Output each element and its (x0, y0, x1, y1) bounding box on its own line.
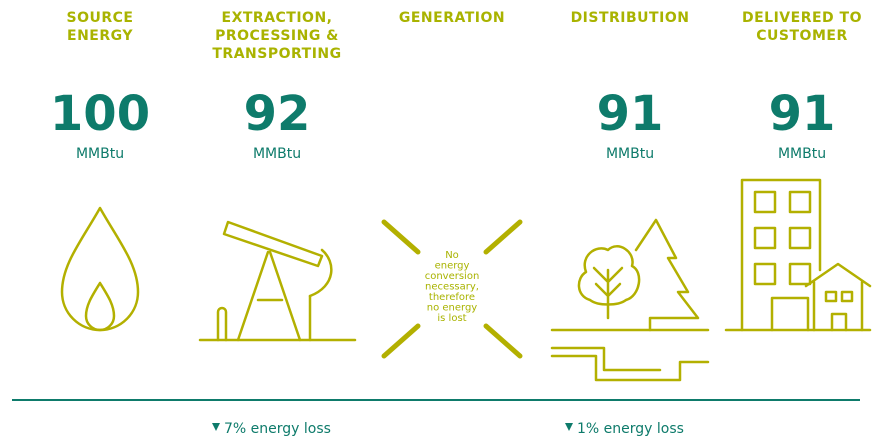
stage-title: EXTRACTION, (222, 10, 333, 26)
down-arrow (212, 423, 220, 431)
stage-title: DELIVERED TO (742, 10, 862, 26)
stage-note: necessary, (425, 282, 479, 293)
stage-unit: MMBtu (253, 146, 301, 162)
stage-unit: MMBtu (76, 146, 124, 162)
stage-note: is lost (437, 313, 466, 324)
stage-title: GENERATION (399, 10, 505, 26)
stage-note: energy (435, 261, 470, 272)
stage-title: CUSTOMER (756, 28, 847, 44)
no-loss-icon (381, 219, 523, 359)
stage-value: 91 (597, 86, 664, 142)
stage-title: PROCESSING & (215, 28, 339, 44)
stage-title: TRANSPORTING (212, 46, 341, 62)
stage-title: SOURCE (67, 10, 134, 26)
buildings-icon (724, 178, 872, 332)
stage-unit: MMBtu (778, 146, 826, 162)
stage-value: 91 (769, 86, 836, 142)
stage-value: 100 (50, 86, 150, 142)
stage-note: conversion (425, 271, 480, 282)
flame-icon (60, 206, 140, 332)
landscape-icon (550, 218, 710, 382)
stage-title: ENERGY (67, 28, 133, 44)
stage-unit: MMBtu (606, 146, 654, 162)
stage-note: no energy (427, 303, 478, 314)
loss-label: 7% energy loss (224, 421, 331, 437)
loss-label: 1% energy loss (577, 421, 684, 437)
stage-note: therefore (429, 292, 475, 303)
pump-jack-icon (198, 220, 357, 342)
down-arrow (565, 423, 573, 431)
stage-title: DISTRIBUTION (571, 10, 690, 26)
stage-note: No (445, 250, 459, 261)
stage-value: 92 (244, 86, 311, 142)
